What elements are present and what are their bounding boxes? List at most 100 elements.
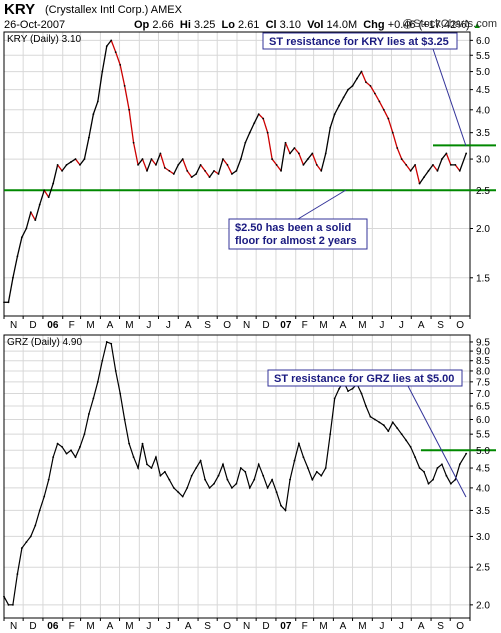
- grz-price-point: [347, 390, 349, 392]
- quote-date: 26-Oct-2007: [4, 19, 66, 31]
- kry-price-segment: [307, 153, 313, 160]
- grz-price-point: [284, 509, 287, 512]
- grz-price-point: [230, 486, 233, 489]
- kry-price-segment: [12, 256, 19, 278]
- grz-price-point: [199, 459, 202, 462]
- kry-xtick-label: D: [29, 320, 36, 331]
- kry-price-segment: [280, 142, 287, 171]
- kry-price-segment: [235, 158, 242, 172]
- volume-label: Vol: [307, 19, 324, 31]
- kry-price-point: [12, 276, 14, 279]
- grz-ytick-label: 8.0: [476, 366, 490, 377]
- change-value: +0.46 (+17.42%): [387, 19, 470, 31]
- kry-price-point: [427, 169, 430, 172]
- grz-price-point: [257, 463, 260, 466]
- kry-price-point: [186, 169, 189, 172]
- kry-price-segment: [293, 147, 300, 154]
- kry-price-point: [79, 163, 81, 166]
- grz-price-point: [29, 535, 32, 538]
- kry-price-point: [436, 169, 439, 172]
- kry-price-segment: [343, 89, 349, 98]
- kry-price-segment: [459, 153, 467, 172]
- kry-ytick-label: 5.5: [476, 51, 490, 62]
- kry-ytick-label: 3.5: [476, 128, 490, 139]
- grz-ytick-label: 9.5: [476, 337, 490, 348]
- kry-price-point: [155, 163, 157, 166]
- kry-price-point: [217, 173, 220, 175]
- kry-price-segment: [213, 170, 219, 175]
- grz-annotation-box: [267, 369, 463, 387]
- kry-price-point: [137, 163, 139, 166]
- grz-price-point: [7, 603, 10, 606]
- grz-price-point: [369, 415, 372, 418]
- kry-price-point: [105, 45, 108, 48]
- grz-price-point: [333, 397, 336, 400]
- grz-price-point: [271, 478, 274, 481]
- kry-price-segment: [141, 158, 148, 172]
- grz-price-point: [195, 467, 198, 469]
- kry-price-point: [7, 301, 10, 304]
- kry-xtick-label: J: [399, 320, 404, 331]
- kry-price-segment: [423, 170, 430, 178]
- kry-price-point: [387, 117, 390, 120]
- kry-ytick-label: 4.0: [476, 105, 490, 116]
- grz-price-point: [190, 474, 193, 477]
- kry-price-segment: [16, 237, 23, 257]
- kry-price-point: [96, 100, 99, 103]
- grz-xtick-label: M: [319, 621, 327, 632]
- kry-price-segment: [392, 132, 398, 149]
- kry-ytick-label: 5.0: [476, 67, 490, 78]
- kry-price-segment: [271, 158, 278, 166]
- kry-price-point: [38, 203, 41, 206]
- grz-annotation-pointer: [407, 385, 467, 498]
- grz-price-point: [306, 467, 309, 469]
- grz-price-point: [163, 470, 166, 473]
- kry-price-segment: [74, 158, 81, 166]
- kry-price-point: [101, 70, 104, 73]
- grz-price-point: [396, 427, 399, 430]
- kry-price-segment: [155, 153, 162, 166]
- kry-price-point: [338, 104, 341, 107]
- kry-price-point: [92, 113, 95, 116]
- kry-price-segment: [101, 46, 108, 72]
- grz-price-point: [38, 509, 41, 512]
- kry-price-point: [43, 189, 46, 192]
- kry-price-point: [405, 163, 408, 166]
- grz-price-point: [70, 449, 72, 452]
- kry-price-point: [414, 163, 417, 166]
- grz-ytick-label: 6.0: [476, 415, 490, 426]
- kry-price-segment: [25, 212, 32, 229]
- kry-price-point: [70, 161, 72, 163]
- kry-price-segment: [159, 153, 166, 169]
- kry-price-segment: [360, 71, 367, 83]
- grz-price-point: [400, 433, 403, 436]
- kry-price-point: [177, 163, 180, 166]
- kry-price-segment: [191, 173, 197, 178]
- grz-price-point: [378, 421, 381, 424]
- kry-price-point: [360, 70, 363, 73]
- kry-price-segment: [334, 105, 340, 115]
- kry-price-point: [342, 96, 345, 99]
- kry-price-point: [52, 182, 55, 185]
- kry-ytick-label: 3.0: [476, 155, 490, 166]
- kry-price-segment: [240, 142, 246, 160]
- grz-xtick-label: 06: [47, 621, 59, 632]
- kry-price-segment: [83, 137, 90, 160]
- kry-price-segment: [244, 132, 251, 144]
- kry-price-point: [235, 169, 238, 172]
- kry-price-point: [400, 158, 403, 160]
- kry-price-segment: [106, 39, 112, 47]
- grz-price-point: [226, 478, 229, 481]
- kry-price-segment: [177, 158, 184, 166]
- kry-price-segment: [316, 164, 322, 172]
- kry-price-point: [34, 219, 37, 222]
- grz-price-point: [235, 482, 238, 485]
- kry-annotation-text: $2.50 has been a solid floor for almost 2…: [235, 222, 357, 247]
- kry-price-segment: [267, 132, 273, 160]
- grz-price-point: [168, 478, 171, 481]
- company-name: (Crystallex Intl Corp.) AMEX: [45, 4, 182, 16]
- kry-price-point: [275, 163, 278, 166]
- kry-price-point: [199, 163, 202, 166]
- grz-price-point: [172, 486, 175, 489]
- kry-price-point: [61, 169, 63, 172]
